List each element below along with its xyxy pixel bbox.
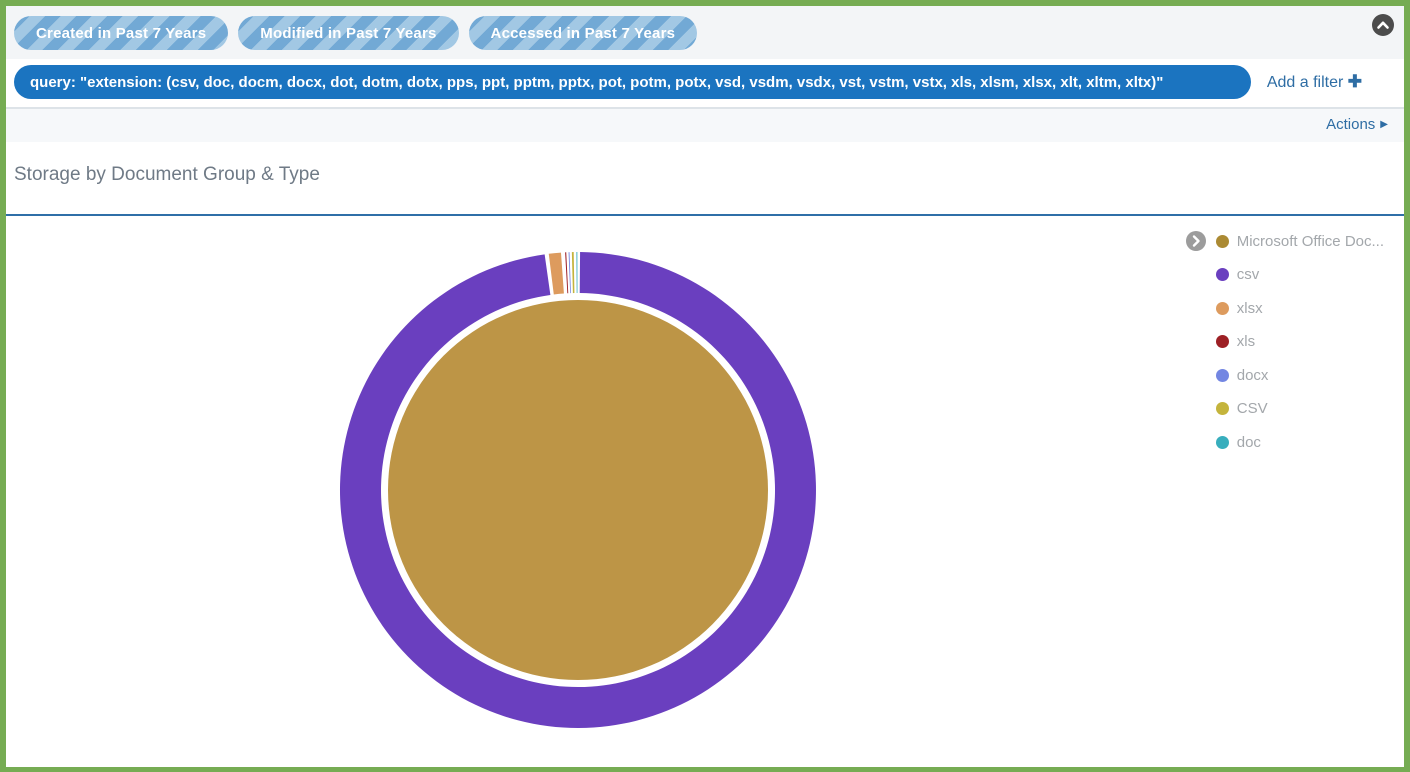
legend-item-label: csv	[1236, 266, 1260, 283]
chart-legend: Microsoft Office Doc... csv xlsx xls docx CSV…	[1185, 230, 1384, 465]
actions-bar: Actions ▶	[6, 107, 1404, 142]
chart-area: Microsoft Office Doc... csv xlsx xls docx CSV…	[6, 216, 1404, 767]
legend-color-dot	[1215, 368, 1229, 382]
collapse-panel-button[interactable]	[1372, 14, 1394, 36]
caret-right-icon: ▶	[1380, 119, 1388, 130]
legend-item-docx[interactable]: docx	[1186, 364, 1384, 386]
filter-pill-created[interactable]: Created in Past 7 Years	[14, 16, 229, 50]
donut-segment-docx[interactable]	[568, 252, 571, 294]
legend-item-label: CSV	[1236, 400, 1268, 417]
filter-pill-bar: Created in Past 7 Years Modified in Past…	[6, 6, 1404, 59]
legend-color-dot	[1215, 402, 1229, 415]
legend-item-label: xls	[1236, 333, 1256, 350]
chart-panel-header: Storage by Document Group & Type	[6, 142, 1404, 216]
legend-item-label: doc	[1236, 433, 1261, 451]
legend-color-dot	[1215, 268, 1229, 281]
add-filter-label: Add a filter	[1266, 74, 1344, 91]
legend-color-dot	[1215, 335, 1229, 348]
legend-item-label: docx	[1236, 366, 1269, 384]
donut-segment-xls[interactable]	[565, 252, 569, 294]
donut-segment-CSV[interactable]	[571, 252, 575, 294]
actions-menu-button[interactable]: Actions ▶	[1326, 116, 1388, 133]
filter-pill-modified[interactable]: Modified in Past 7 Years	[238, 16, 459, 50]
legend-item-label: Microsoft Office Doc...	[1236, 232, 1384, 250]
legend-item-label: xlsx	[1236, 299, 1263, 317]
legend-item-csv[interactable]: csv	[1186, 264, 1384, 286]
chevron-right-icon[interactable]	[1185, 231, 1206, 251]
legend-item-csv[interactable]: CSV	[1186, 398, 1384, 420]
donut-segment-doc[interactable]	[576, 252, 578, 293]
legend-color-dot	[1215, 301, 1229, 315]
legend-item-xlsx[interactable]: xlsx	[1186, 297, 1384, 319]
query-bar: query: "extension: (csv, doc, docm, docx…	[6, 59, 1404, 107]
legend-color-dot	[1215, 435, 1229, 449]
add-filter-button[interactable]: Add a filter ✚	[1267, 72, 1392, 92]
donut-segment-xlsx[interactable]	[548, 252, 564, 295]
filter-pill-accessed[interactable]: Accessed in Past 7 Years	[468, 16, 698, 50]
legend-item-xls[interactable]: xls	[1186, 331, 1384, 353]
legend-item-microsoft-office-doc-[interactable]: Microsoft Office Doc...	[1185, 230, 1384, 252]
chart-title: Storage by Document Group & Type	[14, 164, 320, 185]
plus-icon: ✚	[1347, 72, 1362, 91]
chevron-up-circle-icon	[1372, 14, 1394, 36]
legend-color-dot	[1215, 234, 1229, 248]
actions-label: Actions	[1326, 116, 1376, 133]
sunburst-chart	[339, 252, 816, 729]
legend-item-doc[interactable]: doc	[1186, 431, 1384, 453]
query-pill[interactable]: query: "extension: (csv, doc, docm, docx…	[14, 65, 1251, 99]
donut-center-Microsoft Office Documents[interactable]	[388, 300, 768, 680]
